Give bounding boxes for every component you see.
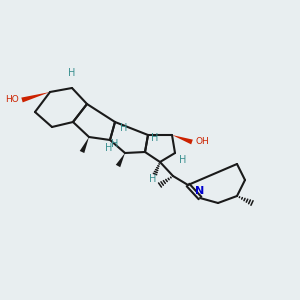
Polygon shape xyxy=(172,135,193,144)
Text: H: H xyxy=(111,139,119,149)
Polygon shape xyxy=(80,137,89,153)
Text: H: H xyxy=(105,143,113,153)
Text: H: H xyxy=(179,155,187,165)
Text: N: N xyxy=(195,186,205,196)
Text: H: H xyxy=(151,133,159,143)
Text: H: H xyxy=(68,68,76,78)
Text: HO: HO xyxy=(5,95,19,104)
Polygon shape xyxy=(116,153,125,167)
Text: H: H xyxy=(120,123,128,133)
Text: OH: OH xyxy=(196,137,210,146)
Text: H: H xyxy=(149,174,157,184)
Polygon shape xyxy=(21,92,50,102)
